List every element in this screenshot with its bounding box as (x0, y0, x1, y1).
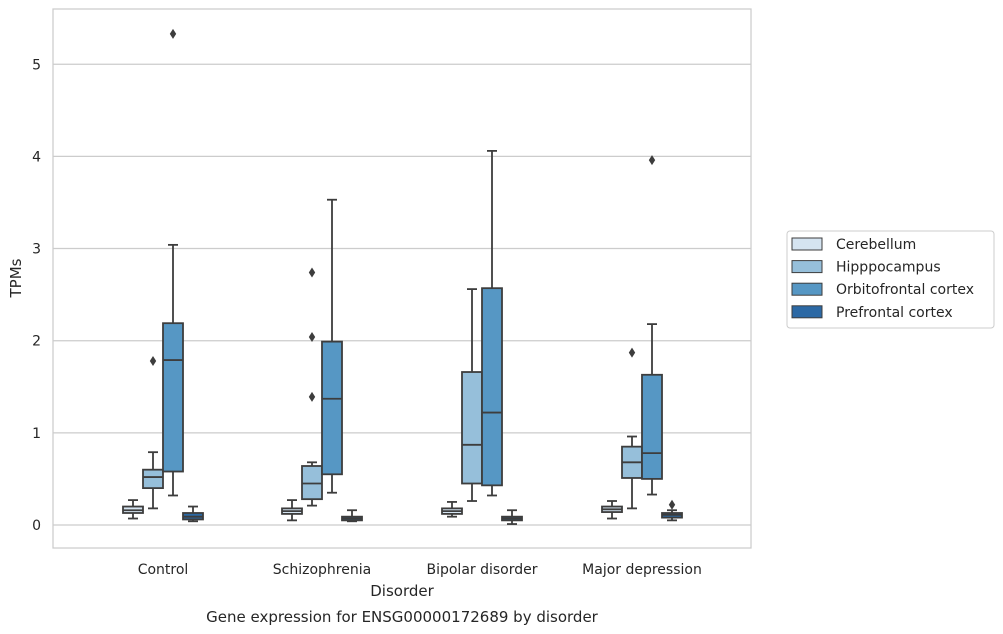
y-tick-label: 4 (32, 149, 41, 165)
box-body (481, 287, 503, 487)
y-tick-labels: 0 1 2 3 4 5 (32, 57, 41, 534)
outlier-point (308, 332, 316, 343)
x-tick-label: Bipolar disorder (426, 562, 537, 578)
box (661, 499, 683, 522)
chart-caption: Gene expression for ENSG00000172689 by d… (206, 608, 599, 626)
legend-swatch (791, 237, 823, 251)
y-tick-label: 5 (32, 57, 41, 73)
box (162, 28, 184, 497)
y-tick-label: 1 (32, 426, 41, 442)
outlier-point (648, 155, 656, 166)
box (122, 499, 144, 520)
legend-label: Cerebellum (836, 237, 916, 253)
box (182, 505, 204, 523)
box-body (461, 371, 483, 485)
box (501, 509, 523, 525)
outlier-point (668, 499, 676, 510)
legend-label: Orbitofrontal cortex (836, 282, 974, 298)
box-series (122, 28, 683, 525)
box-series-orbitofrontal-cortex (162, 28, 663, 497)
box-body (162, 322, 184, 473)
y-axis-label: TPMs (7, 258, 25, 298)
legend-swatch (791, 305, 823, 319)
box-body (142, 468, 164, 490)
box (601, 500, 623, 520)
box (481, 149, 503, 497)
box (281, 499, 303, 522)
x-tick-label: Schizophrenia (273, 562, 371, 578)
y-tick-label: 2 (32, 334, 41, 350)
x-axis-label: Disorder (370, 582, 434, 600)
x-tick-labels: Control Schizophrenia Bipolar disorder Majo… (138, 562, 702, 578)
legend-label: Hipppocampus (836, 260, 941, 276)
legend-swatch (791, 260, 823, 274)
box-series-cerebellum (122, 499, 623, 522)
outlier-point (149, 355, 157, 366)
legend-swatch (791, 282, 823, 296)
box-body (301, 465, 323, 501)
box (321, 198, 343, 494)
box (142, 355, 164, 510)
legend: Cerebellum Hipppocampus Orbitofrontal cort… (786, 230, 995, 329)
box (301, 267, 323, 507)
box (341, 509, 363, 523)
y-tick-label: 0 (32, 518, 41, 534)
x-tick-label: Major depression (582, 562, 702, 578)
box-body (321, 340, 343, 476)
x-tick-label: Control (138, 562, 189, 578)
box-series-prefrontal-cortex (182, 499, 683, 525)
box (641, 155, 663, 496)
outlier-point (169, 28, 177, 39)
box (441, 501, 463, 518)
plot-frame (52, 8, 752, 549)
legend-label: Prefrontal cortex (836, 305, 953, 321)
outlier-point (308, 391, 316, 402)
outlier-point (628, 347, 636, 358)
legend-frame (786, 230, 995, 329)
box-body (641, 373, 663, 480)
y-tick-label: 3 (32, 242, 41, 258)
box-series-hipppocampus (142, 267, 643, 510)
outlier-point (308, 267, 316, 278)
